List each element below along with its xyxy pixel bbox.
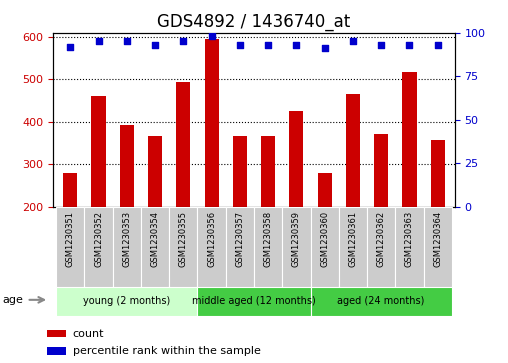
Bar [339,207,367,287]
Bar [424,207,452,287]
Text: GSM1230363: GSM1230363 [405,211,414,267]
Bar [63,173,77,207]
Bar [254,207,282,287]
Bar [310,207,339,287]
Bar [84,207,113,287]
Text: GSM1230356: GSM1230356 [207,211,216,267]
Text: middle aged (12 months): middle aged (12 months) [192,296,316,306]
Point [264,42,272,48]
Point [208,33,216,39]
Bar [169,207,198,287]
Bar [198,287,310,316]
Text: GSM1230362: GSM1230362 [376,211,386,267]
Bar [431,140,445,207]
Bar [310,287,452,316]
Title: GDS4892 / 1436740_at: GDS4892 / 1436740_at [157,13,351,31]
Bar [113,207,141,287]
Text: GSM1230364: GSM1230364 [433,211,442,267]
Text: GSM1230353: GSM1230353 [122,211,132,267]
Point [94,38,103,44]
Bar [176,82,190,207]
Text: GSM1230354: GSM1230354 [150,211,160,267]
Point [349,38,357,44]
Point [236,42,244,48]
Point [377,42,385,48]
Bar [120,125,134,207]
Text: GSM1230355: GSM1230355 [179,211,188,267]
Text: count: count [73,329,104,339]
Text: GSM1230351: GSM1230351 [66,211,75,267]
Text: percentile rank within the sample: percentile rank within the sample [73,346,261,356]
Bar [148,136,162,207]
Text: GSM1230359: GSM1230359 [292,211,301,267]
Bar [141,207,169,287]
Bar [318,173,332,207]
Bar [205,39,218,207]
Point [321,45,329,51]
Text: aged (24 months): aged (24 months) [337,296,425,306]
Bar [47,330,67,338]
Bar [346,94,360,207]
Bar [91,97,106,207]
Bar [395,207,424,287]
Bar [402,72,417,207]
Bar [198,207,226,287]
Bar [374,134,388,207]
Point [179,38,187,44]
Point [151,42,159,48]
Bar [226,207,254,287]
Bar [367,207,395,287]
Text: young (2 months): young (2 months) [83,296,171,306]
Bar [233,136,247,207]
Point [405,42,414,48]
Bar [261,136,275,207]
Bar [56,207,84,287]
Text: GSM1230358: GSM1230358 [264,211,273,267]
Text: GSM1230352: GSM1230352 [94,211,103,267]
Point [123,38,131,44]
Point [434,42,442,48]
Bar [47,347,67,355]
Point [292,42,300,48]
Text: GSM1230361: GSM1230361 [348,211,358,267]
Bar [282,207,310,287]
Bar [290,111,303,207]
Bar [56,287,198,316]
Point [66,44,74,49]
Text: age: age [3,295,23,305]
Text: GSM1230357: GSM1230357 [235,211,244,267]
Text: GSM1230360: GSM1230360 [320,211,329,267]
